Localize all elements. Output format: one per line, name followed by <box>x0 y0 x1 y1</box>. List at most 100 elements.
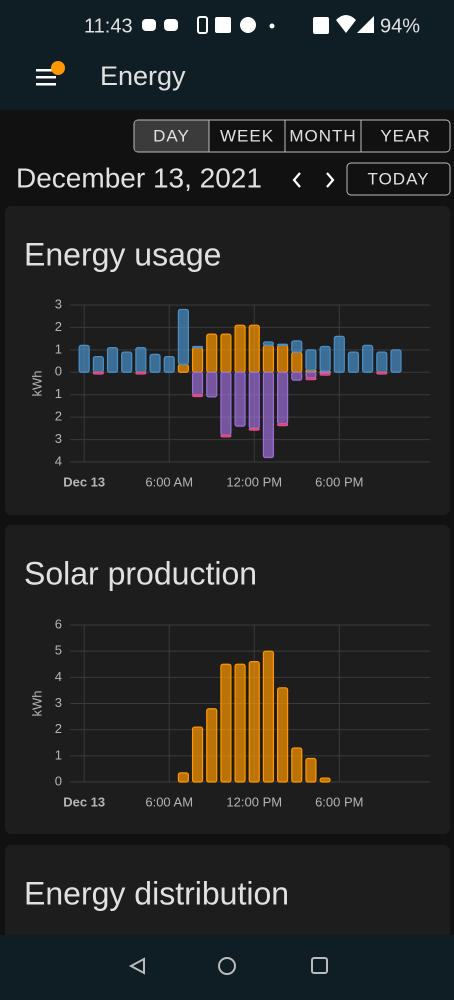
card-title: Energy usage <box>24 236 221 272</box>
bar <box>262 341 275 346</box>
bar <box>291 747 303 783</box>
x-tick-label: Dec 13 <box>63 474 105 489</box>
y-tick-label: 3 <box>55 431 62 446</box>
bar <box>276 687 289 783</box>
bar <box>220 371 232 436</box>
period-group <box>133 119 451 153</box>
bar <box>191 345 204 349</box>
bar <box>262 371 275 459</box>
y-tick-label: 1 <box>55 341 62 356</box>
y-tick-label: 5 <box>55 643 62 658</box>
card-title: Energy distribution <box>24 875 289 911</box>
header-title: Energy <box>100 61 186 91</box>
bar <box>376 351 388 373</box>
nav-back[interactable] <box>128 957 145 975</box>
bar <box>319 345 331 372</box>
period-button[interactable]: DAY <box>153 126 190 145</box>
bar <box>106 347 119 373</box>
bar <box>191 394 204 398</box>
x-tick-label: 6:00 PM <box>315 794 363 809</box>
bar <box>376 371 388 375</box>
bar <box>291 340 303 353</box>
bar <box>191 371 204 396</box>
bar <box>276 423 289 427</box>
bar <box>234 324 246 373</box>
bar <box>177 772 189 783</box>
x-tick-label: 6:00 PM <box>315 474 363 489</box>
bar <box>291 371 303 381</box>
status-battery: 94% <box>380 15 420 37</box>
bar <box>163 355 175 373</box>
volte-icon <box>313 17 329 34</box>
bar <box>220 434 232 438</box>
bar <box>390 349 402 373</box>
menu-button[interactable] <box>36 61 65 86</box>
y-axis-label: kWh <box>29 371 44 397</box>
prev-button[interactable] <box>292 172 301 188</box>
wifi-icon <box>336 15 356 33</box>
x-tick-label: 12:00 PM <box>226 474 282 489</box>
bar <box>248 324 260 373</box>
signal-icon <box>357 16 374 33</box>
notif-icon <box>215 17 231 33</box>
nav-recents[interactable] <box>311 957 328 974</box>
bar <box>262 650 275 783</box>
bar <box>206 333 218 373</box>
bar <box>191 726 204 783</box>
bar <box>92 355 104 373</box>
y-axis-label: kWh <box>29 691 44 717</box>
period-button[interactable]: MONTH <box>289 126 356 145</box>
nav-bar <box>0 935 454 1000</box>
today-button[interactable] <box>346 162 451 196</box>
menu-line <box>36 83 56 86</box>
menu-line <box>36 76 56 79</box>
y-tick-label: 4 <box>55 669 62 684</box>
x-tick-label: 6:00 AM <box>145 474 193 489</box>
bar <box>347 351 360 373</box>
bar <box>135 347 147 373</box>
bar <box>220 333 232 373</box>
y-tick-label: 0 <box>55 773 62 788</box>
bar <box>362 344 374 373</box>
y-tick-label: 2 <box>55 319 62 334</box>
bar <box>305 377 317 381</box>
bar <box>291 351 303 373</box>
bar <box>220 663 232 783</box>
period-button[interactable]: YEAR <box>380 126 430 145</box>
bar <box>333 335 345 373</box>
bar <box>248 427 260 431</box>
x-tick-label: 12:00 PM <box>226 794 282 809</box>
y-tick-label: 1 <box>55 747 62 762</box>
date-label: December 13, 2021 <box>16 162 262 193</box>
period-button[interactable]: WEEK <box>220 126 274 145</box>
bar <box>305 757 317 783</box>
bar <box>276 344 289 373</box>
bar <box>206 371 218 398</box>
bar <box>121 351 133 373</box>
nav-home[interactable] <box>218 957 236 975</box>
bar <box>305 371 317 379</box>
bar <box>319 777 331 783</box>
bar <box>262 344 275 373</box>
bar <box>234 371 246 427</box>
y-tick-label: 0 <box>55 364 62 379</box>
menu-line <box>36 69 56 72</box>
bar <box>248 661 260 783</box>
bar <box>206 708 218 783</box>
menu-badge <box>51 61 65 75</box>
bar <box>92 371 104 375</box>
today-label[interactable]: TODAY <box>368 169 430 188</box>
notif-icon <box>240 17 256 33</box>
bar <box>248 371 260 429</box>
y-tick-label: 2 <box>55 721 62 736</box>
x-tick-label: Dec 13 <box>63 794 105 809</box>
next-button[interactable] <box>326 172 335 188</box>
bar <box>234 663 246 783</box>
y-tick-label: 6 <box>55 616 62 631</box>
y-tick-label: 1 <box>55 386 62 401</box>
bar <box>276 371 289 425</box>
status-icons <box>142 15 374 34</box>
y-tick-label: 4 <box>55 453 62 468</box>
